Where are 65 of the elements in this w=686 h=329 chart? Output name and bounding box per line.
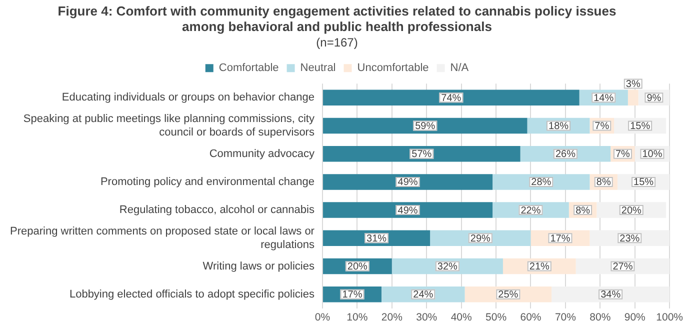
x-tick-label: 50% <box>486 312 507 324</box>
data-label: 17% <box>342 290 362 301</box>
data-label: 32% <box>437 262 458 272</box>
bar <box>322 146 520 162</box>
data-label: 25% <box>498 290 518 301</box>
data-label: 20% <box>347 262 368 272</box>
data-label: 17% <box>550 233 570 244</box>
x-tick-label: 60% <box>520 312 542 324</box>
chart-subtitle: (n=167) <box>316 36 358 50</box>
data-label: 24% <box>413 290 434 301</box>
y-tick-label: Writing laws or policies <box>202 260 315 272</box>
x-tick-label: 90% <box>624 312 646 324</box>
data-label: 26% <box>555 149 576 160</box>
data-label: 20% <box>621 205 642 216</box>
y-tick-label: Lobbying elected officials to adopt specific policies <box>69 288 315 300</box>
data-label: 31% <box>366 233 387 244</box>
x-tick-label: 70% <box>554 312 576 324</box>
data-label: 3% <box>626 79 640 90</box>
x-tick-label: 80% <box>590 312 611 324</box>
data-label: 7% <box>594 121 610 132</box>
chart-title: Figure 4: Comfort with community engagement activities related to cannabis policy issues among behavioral and public health professionals <box>58 3 616 34</box>
data-label: 8% <box>596 177 611 188</box>
x-tick-label: 100% <box>656 312 683 324</box>
data-label: 23% <box>620 233 640 244</box>
legend-label: Uncomfortable <box>357 62 429 74</box>
y-tick-label: Preparing written comments on proposed state or local laws or regulations <box>10 226 315 251</box>
y-tick-label: Regulating tobacco, alcohol or cannabis <box>119 204 315 216</box>
bar <box>322 118 528 134</box>
legend-label: Comfortable <box>218 62 279 74</box>
y-tick-label: Promoting policy and environmental change <box>100 176 314 188</box>
y-tick-label: Speaking at public meetings like planning commissions, city council or boards of supervisors <box>23 113 315 138</box>
data-label: 28% <box>531 177 552 188</box>
x-tick-label: 30% <box>416 312 438 324</box>
data-label: 21% <box>529 262 550 272</box>
data-label: 15% <box>634 177 654 188</box>
bar <box>322 90 580 106</box>
bar <box>552 286 670 302</box>
legend-label: N/A <box>450 62 470 74</box>
bar <box>492 174 590 190</box>
x-tick-label: 40% <box>450 312 472 324</box>
data-label: 49% <box>398 177 418 188</box>
data-label: 14% <box>594 92 614 104</box>
bar <box>322 202 493 218</box>
data-label: 29% <box>470 233 491 244</box>
bar <box>628 90 638 106</box>
data-label: 9% <box>646 92 662 104</box>
x-tick-label: 20% <box>381 312 402 324</box>
data-label: 22% <box>520 205 541 216</box>
data-label: 34% <box>600 290 621 301</box>
data-label: 10% <box>642 149 662 160</box>
y-tick-label: Educating individuals or groups on behavior change <box>62 92 314 104</box>
bar <box>322 174 493 190</box>
x-tick-label: 0% <box>314 312 330 324</box>
data-label: 59% <box>415 121 436 132</box>
data-label: 27% <box>612 262 633 272</box>
legend-label: Neutral <box>300 62 336 74</box>
data-label: 8% <box>576 205 590 216</box>
x-tick-label: 10% <box>346 312 368 324</box>
data-label: 49% <box>398 205 418 216</box>
data-label: 74% <box>441 92 462 104</box>
y-tick-label: Community advocacy <box>209 148 315 160</box>
data-label: 57% <box>412 149 432 160</box>
data-label: 18% <box>548 121 569 132</box>
data-label: 7% <box>615 149 630 160</box>
data-label: 15% <box>630 121 650 132</box>
